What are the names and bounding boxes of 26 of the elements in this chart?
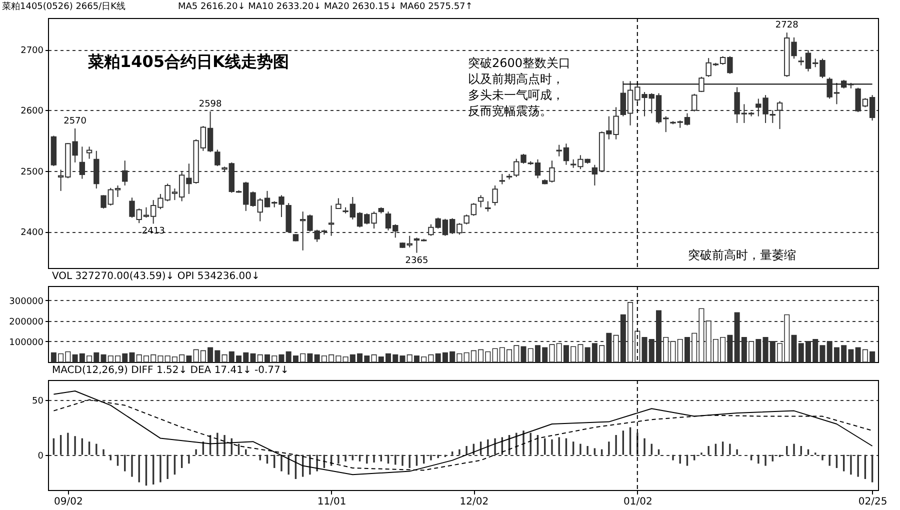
- x-tick-label: 09/02: [54, 496, 83, 508]
- y-tick-label: 2700: [20, 46, 44, 56]
- y-tick-label: 50: [32, 396, 44, 406]
- y-tick-label: 2400: [20, 228, 44, 238]
- annotation: 2728: [775, 20, 799, 31]
- text: MA5 2616.20↓ MA10 2633.20↓ MA20 2630.15↓ MA60 2575.57↑: [178, 2, 473, 12]
- x-tick-label: 12/02: [460, 496, 489, 508]
- text: 菜粕1405(0526) 2665/日K线: [2, 1, 126, 12]
- annotation: 2413: [142, 226, 165, 237]
- y-tick-label: 0: [38, 451, 44, 462]
- annotation: 突破2600整数关口以及前期高点时，多头未一气呵成，反而宽幅震荡。: [468, 56, 571, 118]
- annotation: 突破前高时，量萎缩: [688, 248, 796, 262]
- annotation: 2598: [198, 99, 222, 110]
- x-tick-label: 02/25: [858, 496, 888, 508]
- y-tick-label: 200000: [9, 317, 44, 328]
- y-tick-label: 100000: [9, 338, 44, 348]
- x-tick-label: 11/01: [317, 496, 346, 508]
- x-tick-label: 01/02: [623, 496, 652, 508]
- annotation: 2365: [405, 256, 428, 266]
- text: 菜粕1405合约日K线走势图: [87, 52, 289, 71]
- y-tick-label: 300000: [9, 296, 44, 307]
- y-tick-label: 2600: [20, 106, 44, 117]
- text: MACD(12,26,9) DIFF 1.52↓ DEA 17.41↓ -0.77↓: [52, 365, 289, 376]
- annotation: 2570: [64, 116, 87, 126]
- text: VOL 327270.00(43.59)↓ OPI 534236.00↓: [52, 271, 260, 282]
- y-tick-label: 2500: [20, 167, 44, 178]
